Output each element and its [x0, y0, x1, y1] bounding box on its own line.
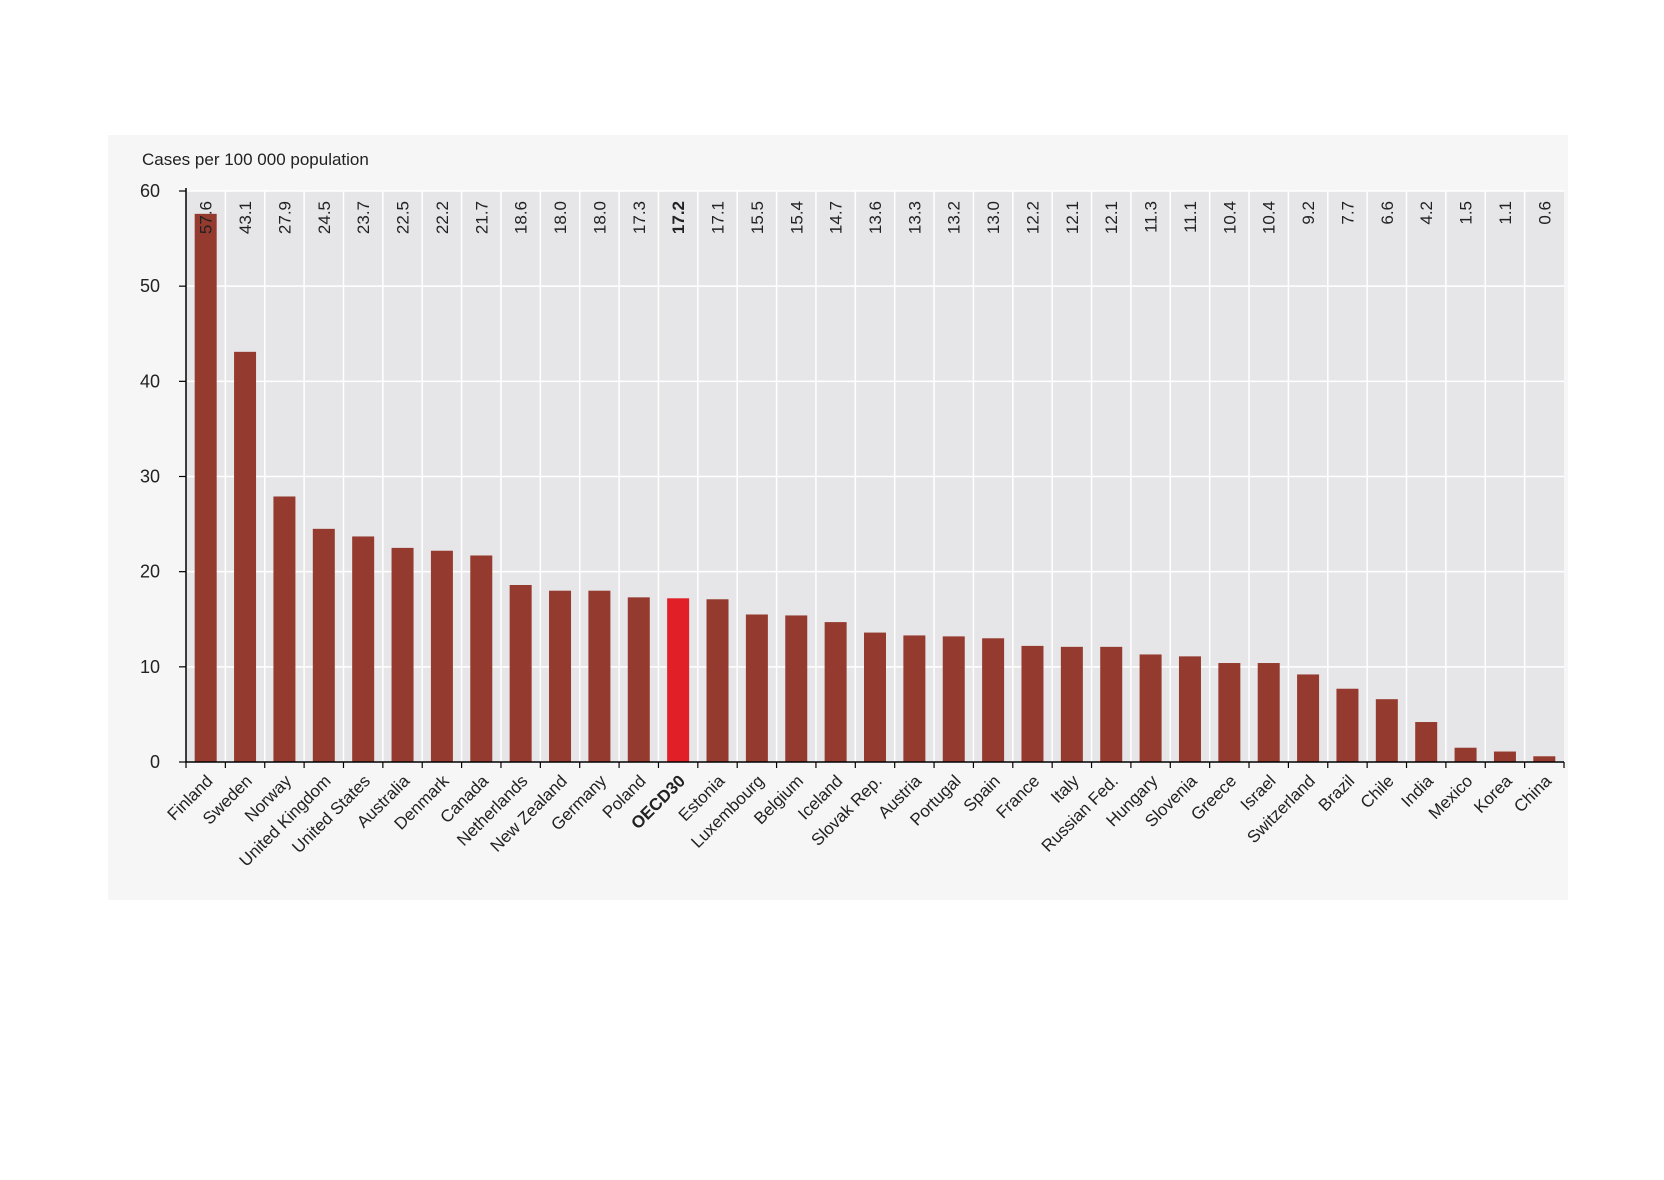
bar: [312, 528, 335, 762]
value-label: 10.4: [1220, 201, 1239, 234]
value-label: 13.6: [866, 201, 885, 234]
bar: [470, 555, 493, 762]
value-label: 17.3: [630, 201, 649, 234]
bar: [1021, 645, 1044, 762]
y-axis-label: Cases per 100 000 population: [142, 150, 369, 169]
bar: [391, 547, 414, 762]
y-tick-label: 30: [140, 467, 160, 487]
value-label: 21.7: [472, 201, 491, 234]
value-label: 14.7: [827, 201, 846, 234]
y-tick-label: 40: [140, 371, 160, 391]
y-tick-label: 0: [150, 752, 160, 772]
value-label: 12.1: [1102, 201, 1121, 234]
bar: [234, 351, 257, 762]
value-label: 27.9: [275, 201, 294, 234]
value-label: 43.1: [236, 201, 255, 234]
bar: [1415, 722, 1438, 762]
bar: [509, 584, 532, 762]
y-tick-label: 50: [140, 276, 160, 296]
value-label: 12.1: [1063, 201, 1082, 234]
value-label: 13.3: [905, 201, 924, 234]
value-label: 7.7: [1338, 201, 1357, 225]
value-label: 23.7: [354, 201, 373, 234]
bar: [745, 614, 768, 762]
bar: [1257, 663, 1280, 762]
value-label: 0.6: [1535, 201, 1554, 225]
value-label: 11.3: [1142, 201, 1161, 233]
value-label: 4.2: [1417, 201, 1436, 225]
value-label: 13.0: [984, 201, 1003, 234]
value-label: 57.6: [197, 201, 216, 234]
bar: [588, 590, 611, 762]
value-label: 22.2: [433, 201, 452, 234]
bar: [1493, 751, 1516, 762]
value-label: 9.2: [1299, 201, 1318, 225]
value-label: 1.5: [1457, 201, 1476, 225]
value-label: 18.0: [551, 201, 570, 234]
bar: [273, 496, 296, 762]
bar: [627, 597, 650, 762]
bar: [667, 598, 690, 762]
bar: [549, 590, 572, 762]
value-label: 13.2: [945, 201, 964, 234]
value-label: 18.0: [590, 201, 609, 234]
value-label: 10.4: [1260, 201, 1279, 234]
bar: [1218, 663, 1241, 762]
value-label: 12.2: [1023, 201, 1042, 234]
y-tick-label: 20: [140, 562, 160, 582]
bar: [1060, 646, 1083, 762]
value-label: 15.5: [748, 201, 767, 234]
bar: [194, 213, 217, 763]
bar: [903, 635, 926, 762]
value-label: 6.6: [1378, 201, 1397, 225]
value-label: 22.5: [394, 201, 413, 234]
value-label: 17.2: [669, 201, 688, 234]
bar: [864, 632, 886, 762]
bar: [1100, 646, 1123, 762]
bar: [785, 615, 808, 762]
value-label: 18.6: [512, 201, 531, 234]
bar: [824, 622, 847, 762]
value-label: 1.1: [1496, 201, 1515, 225]
bar: [352, 536, 375, 762]
bar: [1454, 747, 1477, 762]
value-label: 15.4: [787, 201, 806, 234]
bar: [430, 550, 453, 762]
bar: [706, 599, 729, 762]
bar: [1297, 674, 1320, 762]
value-label: 24.5: [315, 201, 334, 234]
bar: [942, 636, 965, 762]
bar: [1533, 756, 1556, 762]
value-label: 11.1: [1181, 201, 1200, 233]
bar: [1336, 688, 1359, 762]
y-tick-label: 10: [140, 657, 160, 677]
value-label: 17.1: [709, 201, 728, 234]
bar: [1178, 656, 1201, 762]
y-tick-label: 60: [140, 181, 160, 201]
bar: [1375, 699, 1398, 762]
bar: [1139, 654, 1162, 762]
bar: [982, 638, 1005, 762]
